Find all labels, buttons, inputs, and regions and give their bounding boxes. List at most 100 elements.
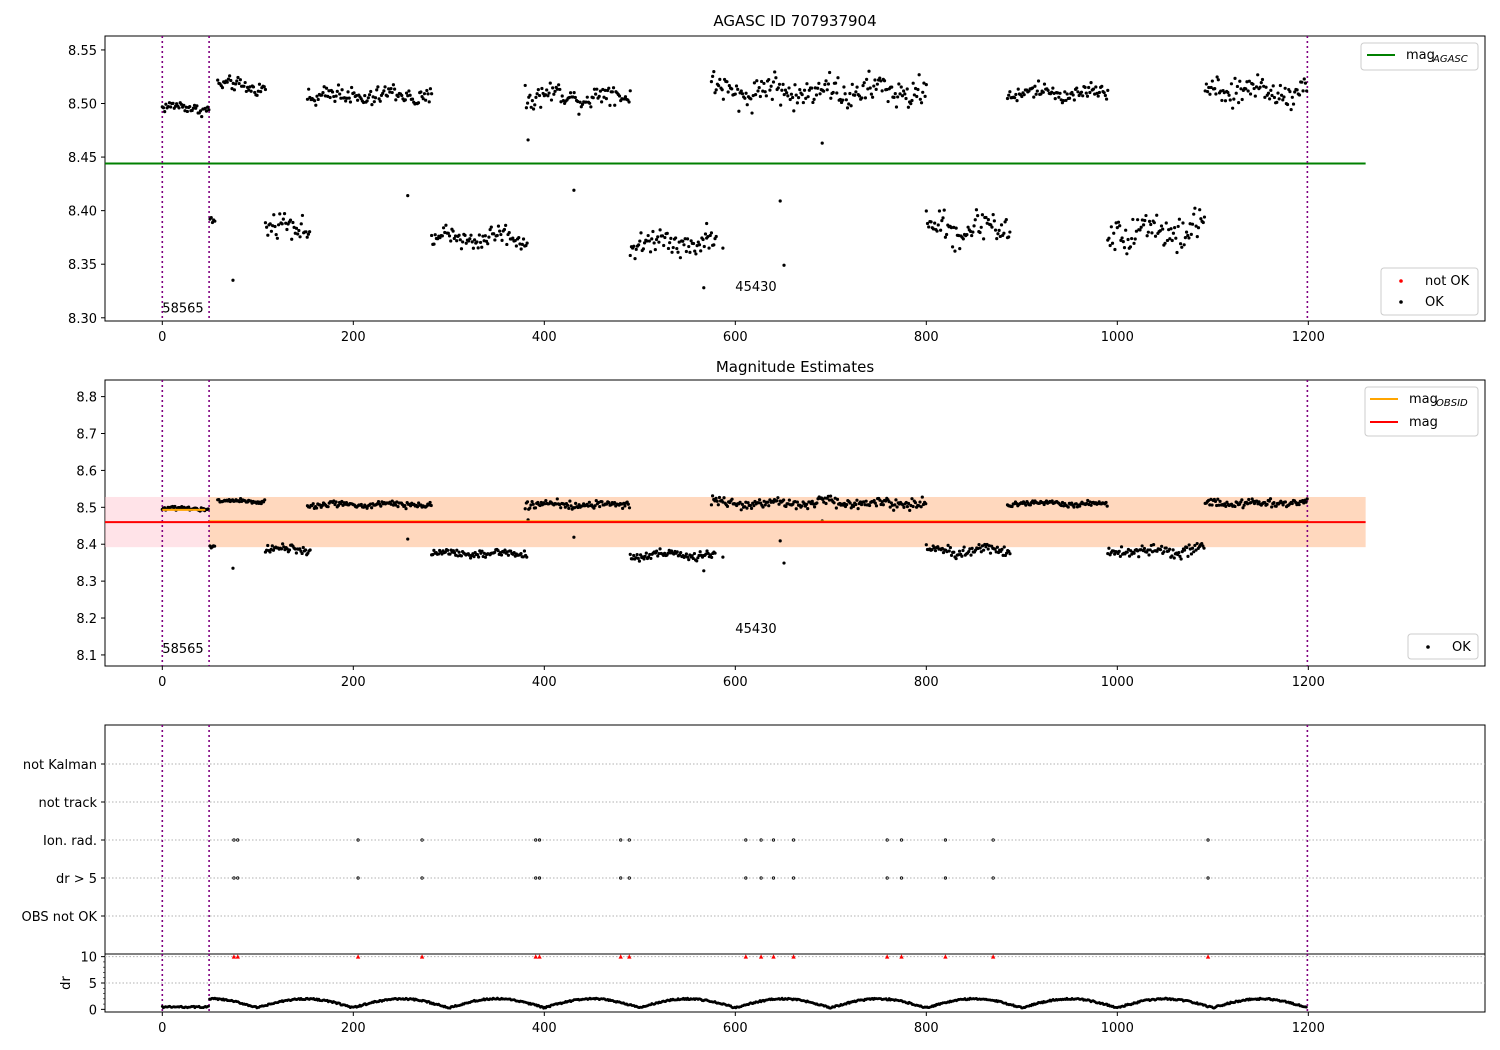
data-point-ok	[1000, 547, 1004, 551]
data-point-ok	[1034, 92, 1038, 96]
data-point-ok	[638, 553, 643, 557]
data-point-ok	[831, 90, 835, 95]
data-point-ok	[1270, 505, 1274, 509]
data-point-ok	[354, 94, 359, 98]
data-point-ok	[630, 557, 635, 561]
data-point-ok	[1257, 500, 1261, 504]
data-point-ok	[763, 90, 767, 94]
flag-marker	[1206, 838, 1210, 842]
data-point-ok	[805, 82, 809, 86]
data-point-ok	[1158, 229, 1162, 233]
data-point-ok	[1247, 497, 1251, 502]
data-point-ok	[792, 109, 796, 113]
data-point-ok	[621, 506, 625, 510]
data-point-ok	[1282, 95, 1286, 99]
data-point-ok	[1116, 220, 1121, 224]
data-point-ok	[764, 94, 768, 98]
data-point-ok	[469, 233, 473, 237]
data-point-ok	[1248, 92, 1253, 96]
data-point-ok	[296, 232, 300, 236]
data-point-ok	[287, 548, 292, 552]
data-point-ok	[308, 230, 312, 234]
data-point-ok	[855, 85, 859, 89]
data-point-ok	[1186, 233, 1190, 238]
data-point-ok	[811, 100, 815, 105]
data-point-ok	[306, 232, 311, 236]
data-point-ok	[835, 497, 840, 502]
data-point-ok	[1244, 87, 1248, 91]
data-point-ok	[979, 550, 983, 554]
data-point-ok	[757, 86, 761, 90]
data-point-ok	[533, 506, 538, 510]
data-point-ok	[1289, 107, 1293, 112]
data-point-ok	[881, 503, 885, 507]
data-point-ok	[498, 229, 502, 233]
data-point-ok	[851, 504, 856, 508]
data-point-ok	[967, 549, 971, 554]
data-point-ok	[905, 87, 909, 91]
data-point-outlier	[820, 141, 824, 145]
data-point-ok	[1129, 549, 1133, 553]
data-point-ok	[1051, 86, 1055, 90]
data-point-ok	[344, 99, 348, 103]
data-point-ok	[822, 89, 826, 93]
data-point-ok	[633, 256, 637, 261]
y-tick-label: 8.40	[68, 205, 97, 220]
data-point-ok	[1229, 82, 1234, 86]
flag-marker	[356, 876, 360, 880]
data-point-ok	[867, 69, 871, 73]
data-point-ok	[481, 234, 485, 238]
x-tick-label: 0	[158, 675, 166, 690]
data-point-ok	[359, 502, 363, 507]
data-point-ok	[745, 103, 749, 107]
data-point-ok	[1183, 236, 1187, 240]
data-point-ok	[505, 242, 509, 247]
data-point-ok	[717, 495, 722, 500]
data-point-ok	[1176, 224, 1180, 229]
data-point-ok	[734, 84, 739, 88]
data-point-ok	[716, 503, 720, 507]
data-point-ok	[781, 82, 785, 86]
data-point-ok	[305, 97, 310, 101]
data-point-ok	[713, 91, 717, 95]
data-point-ok	[472, 238, 477, 242]
data-point-ok	[924, 543, 928, 547]
data-point-ok	[1058, 91, 1062, 95]
data-point-ok	[507, 230, 511, 235]
data-point-ok	[1089, 80, 1093, 85]
data-point-ok	[1192, 550, 1196, 554]
data-point-ok	[768, 498, 772, 502]
data-point-ok	[776, 86, 780, 90]
data-point-ok	[591, 96, 595, 100]
data-point-ok	[991, 213, 995, 217]
data-point-ok	[1175, 250, 1179, 255]
data-point-ok	[675, 246, 679, 251]
data-point-ok	[1288, 90, 1292, 94]
data-point-ok	[1196, 226, 1201, 230]
data-point-ok	[555, 87, 560, 91]
data-point-ok	[1094, 85, 1098, 89]
data-point-ok	[1163, 241, 1167, 245]
data-point-ok	[1030, 86, 1035, 90]
data-point-ok	[1110, 241, 1115, 245]
data-point-ok	[691, 556, 695, 561]
data-point-ok	[1181, 221, 1185, 225]
data-point-ok	[1070, 90, 1074, 95]
data-point-ok	[1228, 98, 1232, 102]
data-point-ok	[432, 242, 436, 246]
data-point-ok	[1028, 503, 1033, 507]
data-point-ok	[722, 496, 726, 500]
data-point-ok	[897, 82, 901, 86]
data-point-ok	[610, 90, 614, 94]
data-point-ok	[569, 504, 573, 508]
data-point-ok	[1032, 95, 1036, 99]
data-point-ok	[804, 96, 808, 101]
data-point-ok	[1087, 85, 1091, 90]
data-point-ok	[813, 86, 817, 90]
data-point-ok	[182, 103, 186, 107]
data-point-ok	[637, 559, 642, 563]
data-point-ok	[333, 99, 337, 103]
data-point-ok	[530, 499, 534, 504]
data-point-ok	[651, 229, 655, 234]
data-point-ok	[436, 552, 441, 556]
